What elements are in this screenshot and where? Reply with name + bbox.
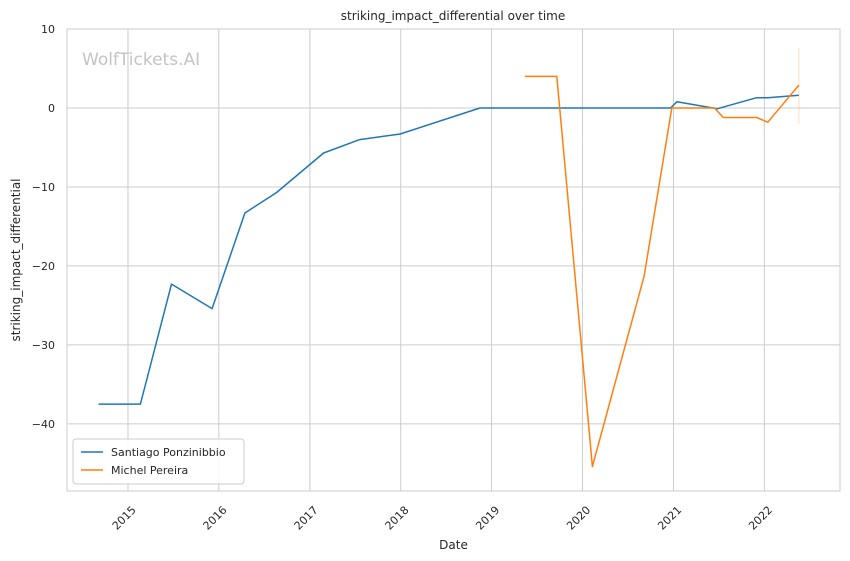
- y-tick-label: −30: [32, 339, 55, 352]
- series-layer: [98, 47, 800, 468]
- x-tick-label: 2015: [110, 504, 139, 533]
- legend: Santiago Ponzinibbio Michel Pereira: [72, 438, 245, 485]
- series-line-michel-pereira: [524, 75, 800, 468]
- y-axis: 10 0 −10 −20 −30 −40: [32, 23, 55, 431]
- chart-title: striking_impact_differential over time: [341, 9, 566, 23]
- x-tick-label: 2018: [383, 504, 412, 533]
- x-tick-label: 2022: [746, 504, 775, 533]
- legend-label: Michel Pereira: [111, 464, 188, 477]
- y-tick-label: −10: [32, 181, 55, 194]
- y-axis-title: striking_impact_differential: [9, 178, 23, 341]
- series-line-santiago-ponzinibbio: [98, 94, 799, 405]
- x-tick-label: 2016: [201, 504, 230, 533]
- x-tick-label: 2020: [564, 504, 593, 533]
- x-tick-label: 2019: [473, 504, 502, 533]
- y-tick-label: 10: [41, 23, 55, 36]
- plot-area: WolfTickets.AI: [66, 28, 841, 492]
- x-tick-label: 2021: [655, 504, 684, 533]
- plot-frame: [66, 28, 841, 492]
- legend-box: [72, 438, 245, 485]
- x-tick-label: 2017: [292, 504, 321, 533]
- legend-label: Santiago Ponzinibbio: [111, 446, 226, 459]
- watermark: WolfTickets.AI: [82, 50, 200, 70]
- y-tick-label: −40: [32, 418, 55, 431]
- y-tick-label: 0: [48, 102, 55, 115]
- x-axis-title: Date: [439, 538, 468, 552]
- y-tick-label: −20: [32, 260, 55, 273]
- x-axis: 2015 2016 2017 2018 2019 2020 2021 2022: [110, 504, 775, 533]
